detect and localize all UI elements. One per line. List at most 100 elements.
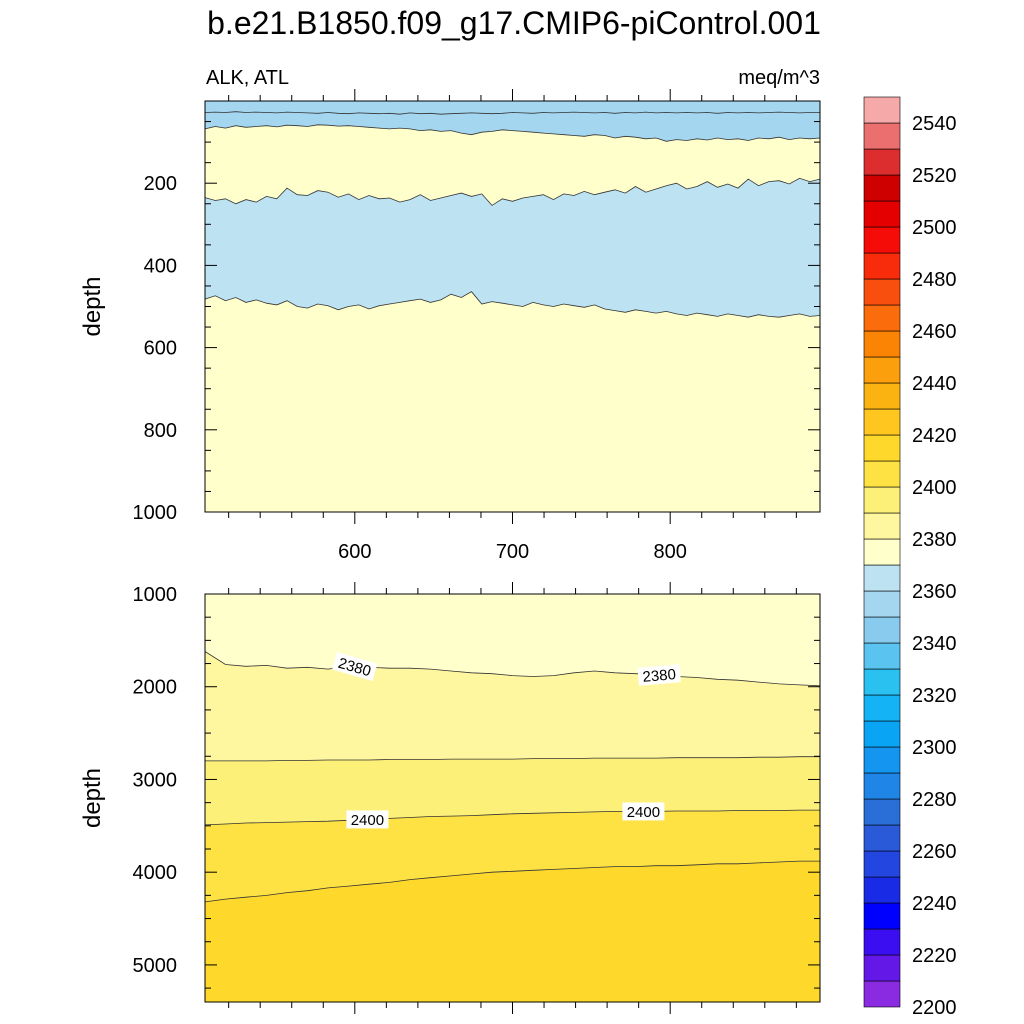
colorbar-swatch xyxy=(863,174,901,202)
colorbar-label: 2340 xyxy=(912,633,957,655)
contour-label-text: 2380 xyxy=(642,666,677,686)
units-label: meq/m^3 xyxy=(738,67,820,89)
colorbar-swatch xyxy=(863,278,901,306)
y-tick-label: 1000 xyxy=(133,502,178,524)
contour-label: 2400 xyxy=(346,810,389,829)
contour-label-bg xyxy=(637,664,681,686)
colorbar-swatch xyxy=(863,460,901,488)
contour-fill-region xyxy=(205,756,820,825)
colorbar-swatch xyxy=(863,590,901,618)
colorbar-swatch xyxy=(863,200,901,228)
contour-line xyxy=(204,651,821,687)
colorbar-swatch xyxy=(863,434,901,462)
colorbar-swatch xyxy=(863,668,901,696)
contour-fill-region xyxy=(205,291,820,512)
colorbar-label: 2220 xyxy=(912,945,957,967)
colorbar-label: 2520 xyxy=(912,165,957,187)
colorbar-swatch xyxy=(863,356,901,384)
x-tick-label: 600 xyxy=(338,541,371,563)
contour-label-text: 2400 xyxy=(627,804,660,821)
contour-label-bg xyxy=(622,802,665,821)
contour-line xyxy=(204,860,820,903)
colorbar-label: 2460 xyxy=(912,321,957,343)
y-tick-label: 4000 xyxy=(133,862,178,884)
contour-line xyxy=(204,809,820,826)
colorbar-label: 2440 xyxy=(912,373,957,395)
contour-label-bg xyxy=(346,810,389,829)
colorbar-label: 2200 xyxy=(912,997,957,1019)
colorbar-swatch xyxy=(863,252,901,280)
colorbar-swatch xyxy=(863,850,901,878)
contour-line xyxy=(204,124,821,142)
contour-fill-region xyxy=(205,861,820,1002)
colorbar-swatch xyxy=(863,902,901,930)
colorbar: 2200 2220 2240 2260 2280 2300 2320 2340 2360 2380… xyxy=(863,96,957,1019)
contour-fill-region xyxy=(205,111,820,142)
y-axis-label: depth xyxy=(79,276,106,336)
contour-label: 2380 xyxy=(637,664,681,686)
colorbar-swatch xyxy=(863,486,901,514)
colorbar-swatch xyxy=(863,928,901,956)
colorbar-label: 2420 xyxy=(912,425,957,447)
colorbar-swatch xyxy=(863,798,901,826)
contour-line xyxy=(204,111,820,115)
contour-label-text: 2400 xyxy=(351,812,384,829)
colorbar-swatch xyxy=(863,382,901,410)
colorbar-swatch xyxy=(863,642,901,670)
colorbar-label: 2280 xyxy=(912,789,957,811)
colorbar-swatch xyxy=(863,408,901,436)
colorbar-swatch xyxy=(863,148,901,176)
colorbar-swatch xyxy=(863,980,901,1008)
variable-label: ALK, ATL xyxy=(206,67,289,89)
x-tick-label: 700 xyxy=(496,541,529,563)
colorbar-swatch xyxy=(863,226,901,254)
colorbar-swatch xyxy=(863,122,901,150)
y-tick-label: 5000 xyxy=(133,955,178,977)
colorbar-swatch xyxy=(863,96,901,124)
y-tick-label: 400 xyxy=(144,255,177,277)
contour-line xyxy=(205,756,820,762)
figure-title: b.e21.B1850.f09_g17.CMIP6-piControl.001 xyxy=(207,5,821,41)
colorbar-swatch xyxy=(863,772,901,800)
contour-line xyxy=(204,177,821,206)
colorbar-label: 2320 xyxy=(912,685,957,707)
contour-line xyxy=(204,291,821,318)
colorbar-swatch xyxy=(863,954,901,982)
colorbar-swatch xyxy=(863,616,901,644)
contour-fill-region xyxy=(205,178,820,318)
y-tick-label: 800 xyxy=(144,420,177,442)
colorbar-swatch xyxy=(863,746,901,774)
colorbar-label: 2500 xyxy=(912,217,957,239)
colorbar-label: 2480 xyxy=(912,269,957,291)
y-tick-label: 600 xyxy=(144,338,177,360)
colorbar-label: 2400 xyxy=(912,477,957,499)
colorbar-label: 2540 xyxy=(912,113,957,135)
colorbar-swatch xyxy=(863,694,901,722)
y-tick-label: 2000 xyxy=(133,677,178,699)
colorbar-label: 2240 xyxy=(912,893,957,915)
x-tick-label: 800 xyxy=(654,541,687,563)
contour-fill-region xyxy=(205,124,820,206)
colorbar-swatch xyxy=(863,720,901,748)
contour-fill-region xyxy=(205,101,820,115)
y-tick-label: 1000 xyxy=(133,584,178,606)
colorbar-label: 2360 xyxy=(912,581,957,603)
colorbar-swatch xyxy=(863,330,901,358)
colorbar-swatch xyxy=(863,564,901,592)
colorbar-swatch xyxy=(863,824,901,852)
colorbar-swatch xyxy=(863,304,901,332)
colorbar-label: 2380 xyxy=(912,529,957,551)
colorbar-swatch xyxy=(863,512,901,540)
colorbar-label: 2260 xyxy=(912,841,957,863)
y-axis-label: depth xyxy=(79,768,106,828)
top-panel: 200 400 600 800 1000 600 700 800 depth xyxy=(79,89,821,563)
y-tick-label: 200 xyxy=(144,173,177,195)
contour-label: 2400 xyxy=(622,802,665,821)
colorbar-swatch xyxy=(863,876,901,904)
contour-fill-region xyxy=(205,810,820,902)
contour-label-bg xyxy=(332,652,378,682)
colorbar-label: 2300 xyxy=(912,737,957,759)
colorbar-swatch xyxy=(863,538,901,566)
